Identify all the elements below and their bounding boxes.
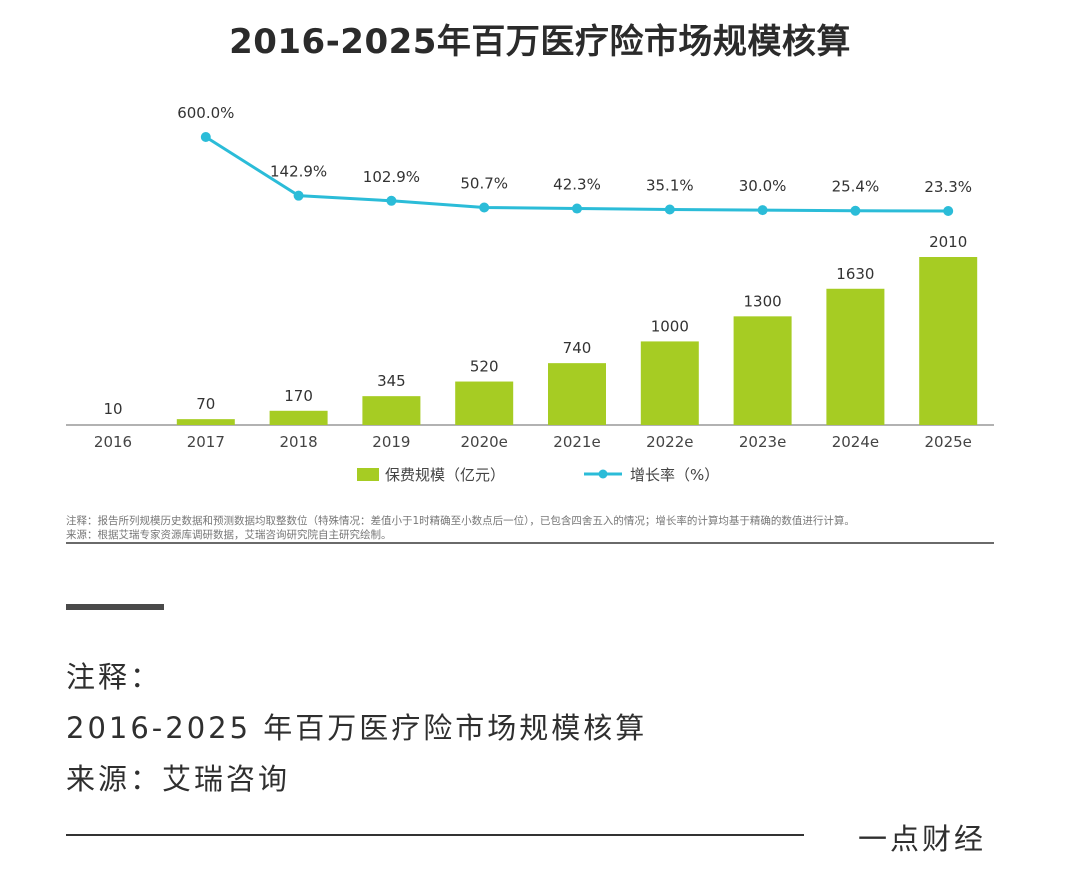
rate-label-2022e: 35.1%	[646, 176, 694, 194]
bar-value-label-2016: 10	[103, 400, 122, 418]
x-tick-label-2017: 2017	[187, 433, 225, 451]
rate-point-2021e	[572, 203, 582, 214]
bar-2018	[269, 410, 328, 425]
rate-label-2017: 600.0%	[177, 104, 234, 122]
chart-title: 2016-2025年百万医疗险市场规模核算	[229, 22, 851, 62]
x-tick-label-2021e: 2021e	[553, 433, 600, 451]
bar-value-label-2025e: 2010	[929, 233, 967, 251]
bar-value-label-2021e: 740	[563, 339, 592, 357]
x-tick-label-2025e: 2025e	[924, 433, 971, 451]
rate-label-2025e: 23.3%	[924, 178, 972, 196]
x-tick-label-2020e: 2020e	[460, 433, 507, 451]
x-tick-label-2019: 2019	[372, 433, 410, 451]
rate-point-2024e	[850, 205, 861, 216]
rate-point-2022e	[664, 204, 675, 215]
rate-point-2017	[200, 132, 211, 142]
rate-label-2020e: 50.7%	[460, 174, 508, 192]
chart-source-note: 来源：根据艾瑞专家资源库调研数据，艾瑞咨询研究院自主研究绘制。	[66, 529, 392, 541]
bar-2021e	[548, 363, 606, 425]
rate-point-2020e	[479, 202, 490, 213]
x-tick-label-2018: 2018	[280, 433, 318, 451]
bar-value-label-2017: 70	[196, 395, 215, 413]
x-tick-label-2016: 2016	[94, 433, 132, 451]
chart-footnote: 注释：报告所列规模历史数据和预测数据均取整数位（特殊情况：差值小于1时精确至小数…	[66, 515, 855, 527]
rate-point-2019	[386, 195, 397, 206]
legend-line-dot	[598, 469, 608, 479]
rate-label-2018: 142.9%	[270, 163, 327, 181]
bar-2020e	[455, 381, 514, 425]
rate-label-2021e: 42.3%	[553, 176, 601, 194]
legend-bar-label: 保费规模（亿元）	[385, 466, 505, 484]
bar-2022e	[640, 341, 699, 425]
bar-2025e	[919, 257, 978, 425]
bar-value-label-2018: 170	[284, 387, 313, 405]
bar-2024e	[826, 288, 885, 425]
bar-2017	[176, 419, 235, 425]
caption-accent-bar	[66, 604, 164, 610]
bar-value-label-2024e: 1630	[836, 265, 874, 283]
bar-value-label-2020e: 520	[470, 358, 499, 376]
x-tick-label-2023e: 2023e	[739, 433, 786, 451]
caption-source: 来源：艾瑞咨询	[66, 762, 291, 796]
footer-brand: 一点财经	[858, 822, 987, 856]
legend-line-label: 增长率（%）	[630, 466, 719, 484]
rate-point-2018	[293, 190, 304, 201]
rate-point-2025e	[943, 206, 954, 216]
bar-2023e	[733, 316, 792, 425]
rate-point-2023e	[757, 205, 768, 216]
bar-value-label-2022e: 1000	[651, 317, 689, 335]
x-tick-label-2024e: 2024e	[832, 433, 879, 451]
caption-title: 2016-2025 年百万医疗险市场规模核算	[66, 711, 648, 745]
bar-2019	[362, 396, 421, 425]
bar-value-label-2019: 345	[377, 372, 406, 390]
rate-label-2024e: 25.4%	[832, 178, 880, 196]
rate-label-2023e: 30.0%	[739, 177, 787, 195]
x-tick-label-2022e: 2022e	[646, 433, 693, 451]
note-divider	[66, 542, 994, 544]
caption-label: 注释：	[66, 660, 163, 694]
legend-bar-swatch	[357, 468, 379, 481]
rate-label-2019: 102.9%	[363, 168, 420, 186]
footer-divider	[66, 834, 804, 836]
chart-area: 10 70 170 345 520 740 1000 1300 1630 2010 2016 201…	[66, 104, 994, 484]
bar-value-label-2023e: 1300	[744, 292, 782, 310]
